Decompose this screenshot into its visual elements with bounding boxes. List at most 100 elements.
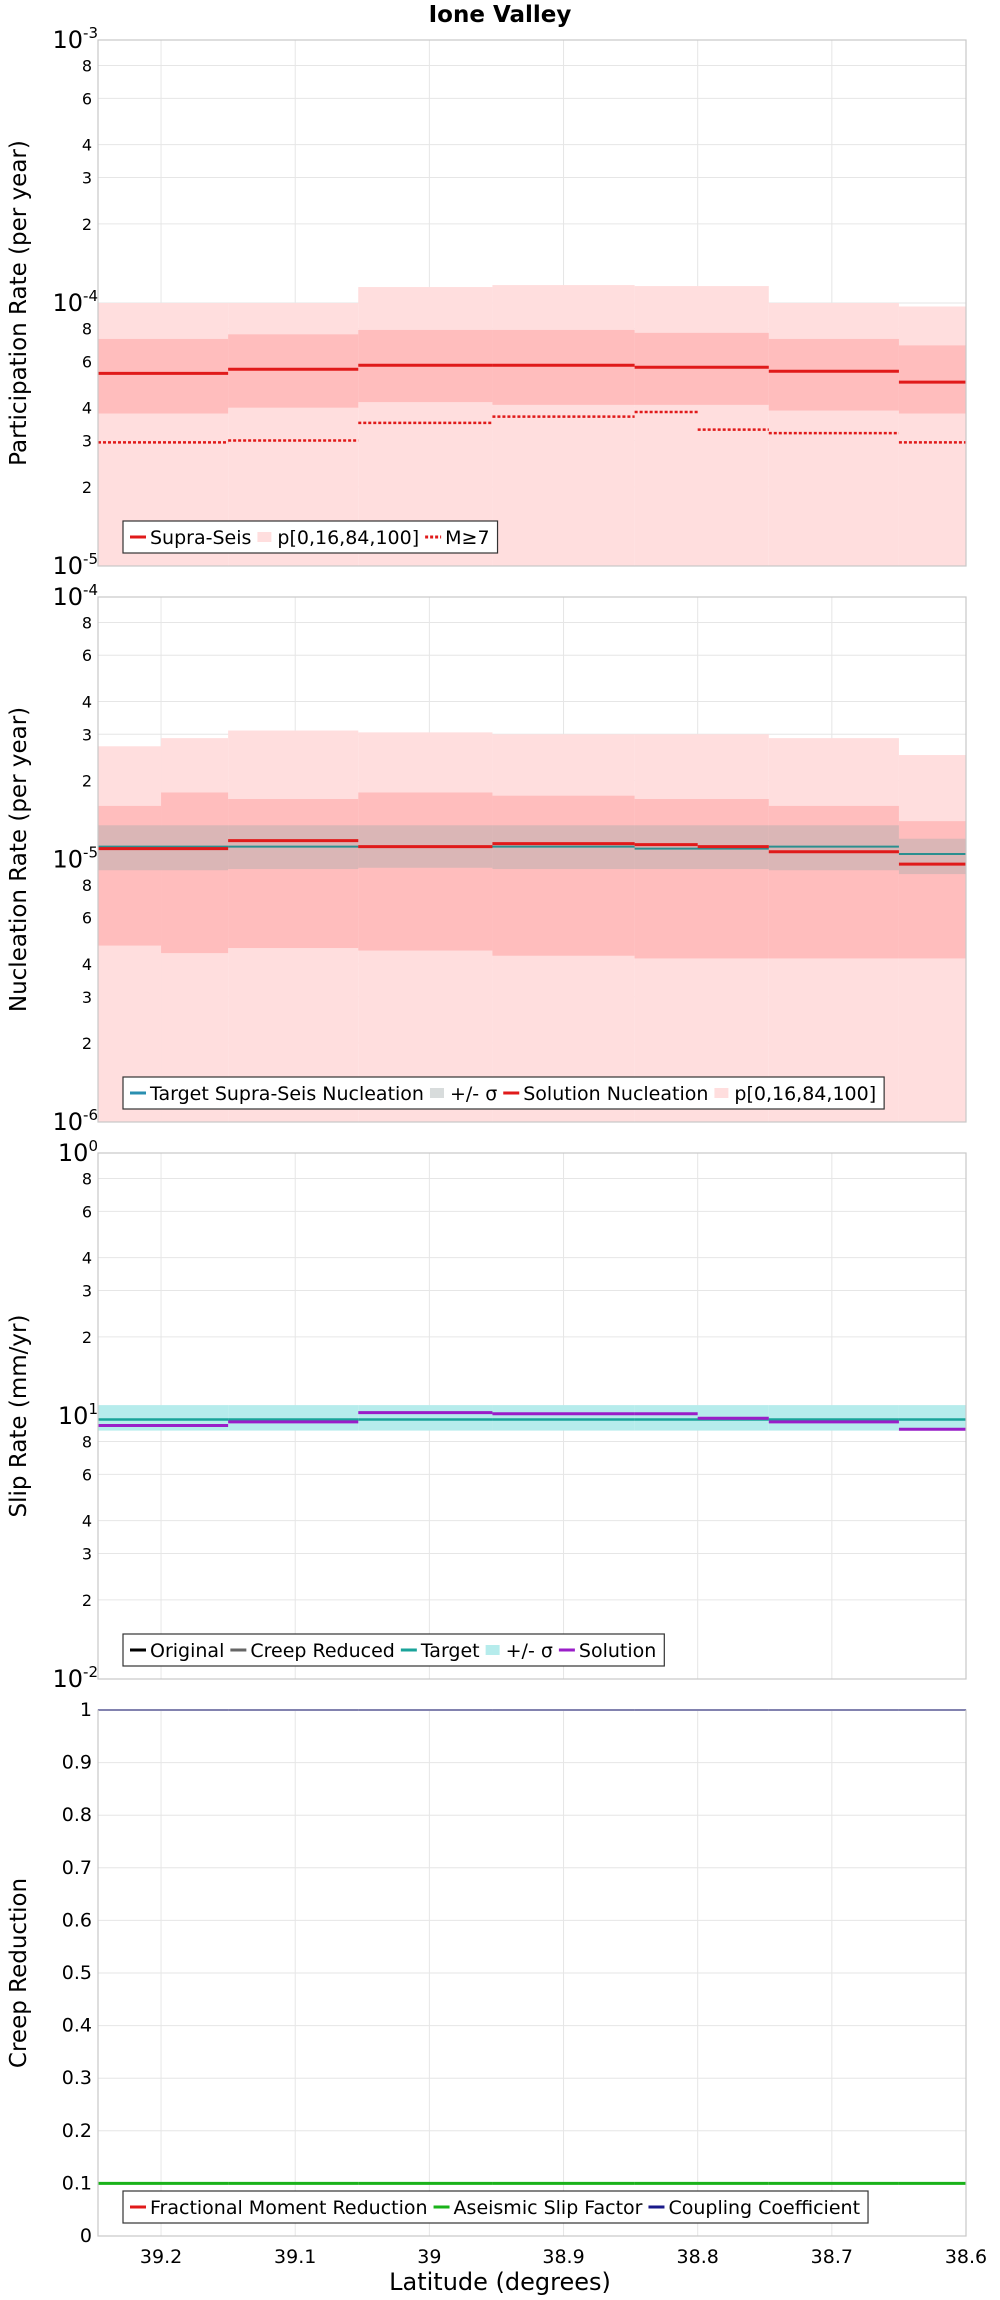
band-segment (898, 1405, 966, 1431)
legend-label: Coupling Coefficient (668, 2197, 860, 2219)
y-tick-label: 0.3 (62, 2067, 92, 2089)
y-tick-label: 10-4 (52, 287, 98, 317)
x-tick-label: 39.1 (274, 2246, 316, 2268)
y-tick-label: 2 (82, 478, 92, 497)
y-tick-label: 3 (82, 988, 92, 1007)
y-tick-label: 2 (82, 215, 92, 234)
chart-title: Ione Valley (429, 2, 572, 28)
legend-label: p[0,16,84,100] (734, 1083, 876, 1105)
legend-label: Creep Reduced (250, 1640, 394, 1662)
band-segment (98, 338, 229, 414)
y-tick-label: 4 (82, 136, 92, 155)
legend-label: Target (420, 1640, 480, 1662)
panel-4: 0 0.1 0.2 0.3 0.4 0.5 0.6 0.7 0.8 0.9 1 Creep Reduc… (6, 1699, 967, 2247)
band-segment (492, 285, 635, 566)
legend-label: M≥7 (445, 527, 489, 549)
y-tick-label: 6 (82, 89, 92, 108)
band-segment (492, 795, 635, 956)
y-tick-label: 8 (82, 1169, 92, 1188)
legend-swatch (429, 1088, 444, 1098)
y-tick-label: 10-3 (52, 24, 98, 54)
band-segment (898, 838, 966, 875)
y-tick-label: 6 (82, 352, 92, 371)
y-tick-label: 10-2 (52, 1663, 98, 1693)
band-segment (634, 332, 769, 405)
legend-label: Fractional Moment Reduction (150, 2197, 428, 2219)
y-axis-label: Nucleation Rate (per year) (6, 707, 32, 1012)
band-segment (634, 286, 769, 566)
x-tick-label: 38.8 (677, 2246, 719, 2268)
y-tick-label: 2 (82, 771, 92, 790)
y-tick-label: 2 (82, 1328, 92, 1347)
y-tick-label: 10-5 (52, 844, 98, 874)
band-segment (898, 345, 966, 414)
y-tick-label: 6 (82, 1202, 92, 1221)
legend-box (122, 520, 499, 554)
y-tick-label: 0.9 (62, 1752, 92, 1774)
band-segment (768, 825, 899, 871)
legend-label: Target Supra-Seis Nucleation (149, 1083, 424, 1105)
x-axis-label: Latitude (degrees) (389, 2268, 611, 2296)
y-tick-label: 8 (82, 56, 92, 75)
legend: Target Supra-Seis Nucleation +/- σ Solutio… (122, 1076, 885, 1110)
y-tick-label: 0.2 (62, 2120, 92, 2142)
panel-1: 10-5 2 3 4 6 8 10-4 2 3 4 6 8 10-3 Participation Rate… (6, 24, 967, 580)
y-tick-label: 8 (82, 1432, 92, 1451)
legend-swatch (257, 532, 272, 542)
y-tick-label: 3 (82, 1545, 92, 1564)
x-tick-label: 39 (417, 2246, 441, 2268)
y-tick-label: 0.7 (62, 1857, 92, 1879)
y-tick-label: 6 (82, 909, 92, 928)
panel-3: 10-2 2 3 4 6 8 101 2 3 4 6 8 100 Slip Rate (mm/yr) Ori… (6, 1137, 967, 1693)
y-tick-label: 1 (80, 1699, 92, 1721)
legend: Fractional Moment Reduction Aseismic Slip… (122, 2190, 869, 2224)
y-tick-label: 3 (82, 725, 92, 744)
y-tick-label: 0.8 (62, 1804, 92, 1826)
plot-border (97, 1709, 967, 2237)
band-segment (492, 1405, 635, 1431)
panel-2: 10-6 2 3 4 6 8 10-5 2 3 4 6 8 10-4 Nucleation Rate (p… (6, 581, 967, 1136)
y-tick-label: 3 (82, 169, 92, 188)
y-tick-label: 4 (82, 1512, 92, 1531)
y-axis-label: Creep Reduction (6, 1878, 32, 2068)
y-tick-label: 8 (82, 319, 92, 338)
x-tick-label: 38.7 (811, 2246, 853, 2268)
y-tick-label: 100 (58, 1137, 98, 1167)
y-tick-label: 2 (82, 1591, 92, 1610)
y-tick-label: 4 (82, 399, 92, 418)
y-tick-label: 8 (82, 613, 92, 632)
chart-panels: 10-5 2 3 4 6 8 10-4 2 3 4 6 8 10-3 Participation Rate… (6, 24, 987, 2268)
band-segment (228, 799, 359, 949)
band-segment (768, 1405, 899, 1431)
plot-border (97, 1152, 967, 1680)
y-tick-label: 6 (82, 1465, 92, 1484)
legend-swatch (485, 1645, 500, 1655)
y-tick-label: 6 (82, 646, 92, 665)
y-tick-label: 2 (82, 1034, 92, 1053)
y-tick-label: 0.5 (62, 1962, 92, 1984)
legend-label: Aseismic Slip Factor (454, 2197, 643, 2219)
y-axis-label: Participation Rate (per year) (6, 140, 32, 466)
y-tick-label: 10-6 (52, 1106, 98, 1136)
band-segment (768, 338, 899, 411)
y-tick-label: 10-4 (52, 581, 98, 611)
band-segment (228, 334, 359, 408)
legend-label: p[0,16,84,100] (277, 527, 419, 549)
legend-box (122, 2190, 869, 2224)
y-tick-label: 4 (82, 1249, 92, 1268)
y-axis-label: Slip Rate (mm/yr) (6, 1315, 32, 1518)
y-tick-label: 0 (80, 2225, 92, 2247)
plot-border (97, 596, 967, 1123)
legend-label: Supra-Seis (150, 527, 251, 549)
y-tick-label: 4 (82, 692, 92, 711)
y-tick-label: 3 (82, 432, 92, 451)
legend-swatch (714, 1088, 729, 1098)
x-tick-label: 39.2 (140, 2246, 182, 2268)
y-tick-label: 0.1 (62, 2172, 92, 2194)
legend-label: +/- σ (506, 1640, 553, 1662)
legend-label: Solution (579, 1640, 656, 1662)
legend-label: Solution Nucleation (523, 1083, 708, 1105)
band-segment (634, 799, 769, 959)
y-tick-label: 10-5 (52, 550, 98, 580)
